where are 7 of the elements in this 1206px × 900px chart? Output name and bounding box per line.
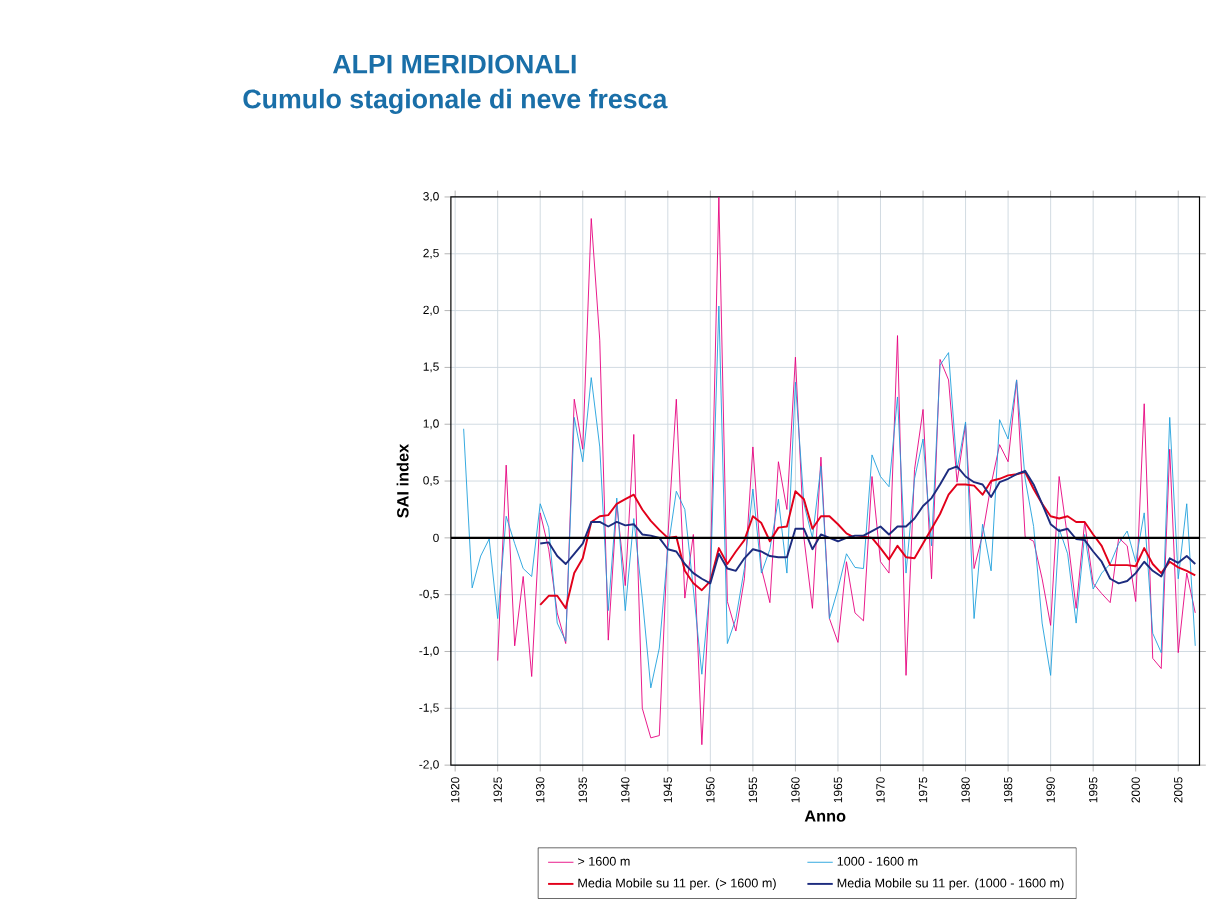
chart-title: ALPI MERIDIONALI <box>332 55 576 74</box>
line-series <box>539 465 1197 585</box>
y-axis-title: SAI index <box>396 444 409 519</box>
line-series <box>497 197 1196 746</box>
chart-subtitle: Cumulo stagionale di neve fresca <box>243 89 668 115</box>
x-axis-title: Anno <box>804 810 846 823</box>
line-series <box>463 305 1196 689</box>
